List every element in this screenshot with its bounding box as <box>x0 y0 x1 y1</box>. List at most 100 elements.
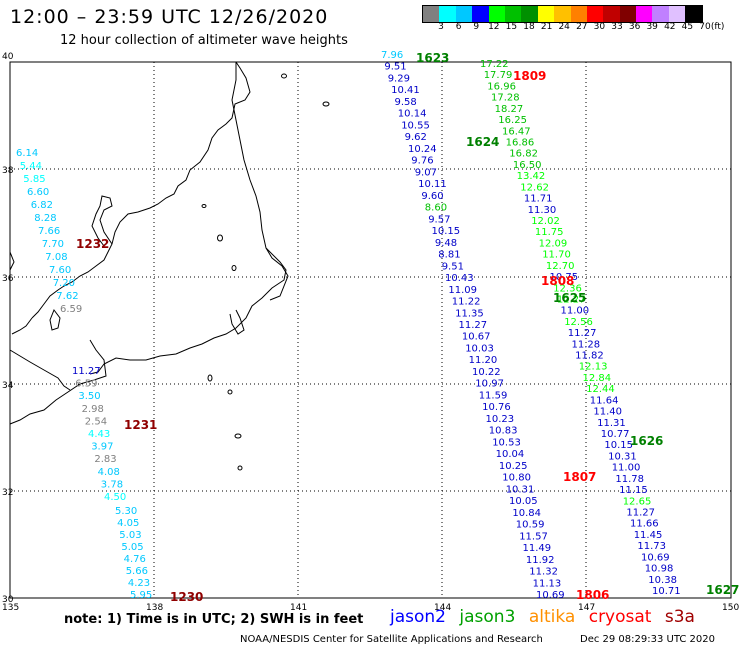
color-scale-label: 21 <box>540 22 553 32</box>
pass-time-labels: 1232 1231 1230 1623 1624 1809 1808 1625 1626 1807… <box>76 51 739 604</box>
track-1624-value: 12.65 <box>623 496 652 507</box>
color-scale-label: 3 <box>438 22 444 32</box>
time-label-1625: 1625 <box>553 291 586 305</box>
track-1230-value: 5.95 <box>130 590 152 601</box>
x-tick-138: 138 <box>146 603 163 613</box>
legend-altika: altika <box>528 607 576 627</box>
color-swatch <box>570 6 587 22</box>
track-1623-value: 9.07 <box>415 167 437 178</box>
footer-timestamp: Dec 29 08:29:33 UTC 2020 <box>580 634 715 645</box>
track-1231-value: 11.27 <box>72 366 101 377</box>
track-1623-value: 10.84 <box>512 508 541 519</box>
track-1624-value: 11.73 <box>637 541 666 552</box>
track-1623-value: 8.60 <box>425 203 447 214</box>
track-1232-value: 5.44 <box>20 161 42 172</box>
track-1623-value: 9.60 <box>421 191 443 202</box>
y-tick-30: 30 <box>2 595 14 605</box>
track-1623-value: 10.43 <box>445 273 474 284</box>
track-1624-value: 11.00 <box>561 306 590 317</box>
track-1232-value: 7.60 <box>49 265 71 276</box>
track-1623-value: 10.69 <box>536 590 565 601</box>
time-label-1809: 1809 <box>513 69 546 83</box>
color-swatch <box>668 6 686 22</box>
time-label-1231: 1231 <box>124 418 157 432</box>
track-1624-value: 12.62 <box>520 182 549 193</box>
track-1232-value: 6.59 <box>60 304 82 315</box>
track-1624-value: 16.96 <box>487 81 516 92</box>
track-1231-value: 6.59 <box>75 379 97 390</box>
track-1624-value: 16.47 <box>502 126 531 137</box>
color-swatch <box>455 6 473 22</box>
time-label-1626: 1626 <box>630 434 663 448</box>
track-1623-value: 7.96 <box>381 50 403 61</box>
color-scale-label: 36 <box>628 22 641 32</box>
color-swatch <box>537 6 555 22</box>
track-1232-value: 6.82 <box>31 200 53 211</box>
color-swatch <box>685 6 702 22</box>
track-1623-value: 11.32 <box>529 567 558 578</box>
x-tick-135: 135 <box>2 603 19 613</box>
track-1624-value: 10.71 <box>652 586 681 597</box>
color-scale-label: 39 <box>646 22 658 32</box>
track-1623-value: 10.22 <box>472 367 501 378</box>
time-label-1232: 1232 <box>76 237 109 251</box>
track-1623-value: 9.51 <box>442 261 464 272</box>
track-1623-value: 11.20 <box>469 355 498 366</box>
track-1232-value: 7.62 <box>56 291 78 302</box>
track-1624-value: 11.31 <box>597 418 626 429</box>
x-tick-144: 144 <box>434 603 451 613</box>
track-1230-value: 5.30 <box>115 506 137 517</box>
color-swatch <box>652 6 669 22</box>
track-1623-value: 9.76 <box>411 156 433 167</box>
track-1623-value: 10.31 <box>506 484 535 495</box>
track-1624-value: 12.56 <box>564 317 593 328</box>
track-1623-value: 10.23 <box>486 414 515 425</box>
color-scale-label: 42 <box>664 22 676 32</box>
track-1623-value: 11.92 <box>526 555 555 566</box>
color-scale-labels: 3 6 9 12 15 18 21 24 27 30 33 36 39 42 45 70 (ft) <box>422 22 740 34</box>
track-1231-value: 3.78 <box>101 479 123 490</box>
track-1624-value: 12.70 <box>546 261 575 272</box>
track-1624-value: 11.71 <box>524 194 553 205</box>
color-swatch <box>603 6 620 22</box>
color-swatch <box>488 6 505 22</box>
map-frame <box>9 61 732 599</box>
color-scale-label: 15 <box>505 22 518 32</box>
track-1624-value: 11.40 <box>593 407 622 418</box>
x-axis-ticks: 135 138 141 144 147 150 <box>2 603 739 613</box>
y-tick-32: 32 <box>2 488 13 498</box>
track-1623-value: 10.53 <box>492 437 521 448</box>
track-1624-value: 10.69 <box>641 552 670 563</box>
color-scale-label: (ft) <box>710 22 725 32</box>
track-1623-value: 10.11 <box>418 179 447 190</box>
track-1624-value: 11.82 <box>575 351 604 362</box>
track-1624-value: 11.45 <box>634 530 663 541</box>
track-1232-value: 6.14 <box>16 148 38 159</box>
track-1623-value: 10.97 <box>475 379 504 390</box>
time-label-1627: 1627 <box>706 583 739 597</box>
track-1231-value: 2.98 <box>82 404 104 415</box>
track-1623-value: 9.57 <box>428 214 450 225</box>
track-1624-value: 12.84 <box>583 373 612 384</box>
track-1624-value: 12.09 <box>539 238 568 249</box>
legend-cryosat: cryosat <box>588 607 652 627</box>
track-1623-value: 10.83 <box>489 426 518 437</box>
track-1623-value: 11.49 <box>523 543 552 554</box>
color-swatch <box>554 6 571 22</box>
footer: NOAA/NESDIS Center for Satellite Applica… <box>240 634 715 645</box>
track-1623-value: 10.41 <box>391 85 420 96</box>
track-1624-value: 11.78 <box>615 474 644 485</box>
track-1623-value: 10.03 <box>465 344 494 355</box>
y-tick-38: 38 <box>2 166 14 176</box>
page-title: 12:00 – 23:59 UTC 12/26/2020 <box>10 6 329 28</box>
track-1624-value: 11.70 <box>542 250 571 261</box>
track-1624-value: 10.98 <box>645 564 674 575</box>
color-swatch <box>586 6 604 22</box>
track-1623-value: 8.81 <box>438 250 460 261</box>
color-scale-label: 24 <box>558 22 570 32</box>
track-1623-value: 10.14 <box>398 109 427 120</box>
track-1623-value: 11.35 <box>455 308 484 319</box>
color-swatch <box>439 6 456 22</box>
track-1624-value: 10.31 <box>608 451 637 462</box>
